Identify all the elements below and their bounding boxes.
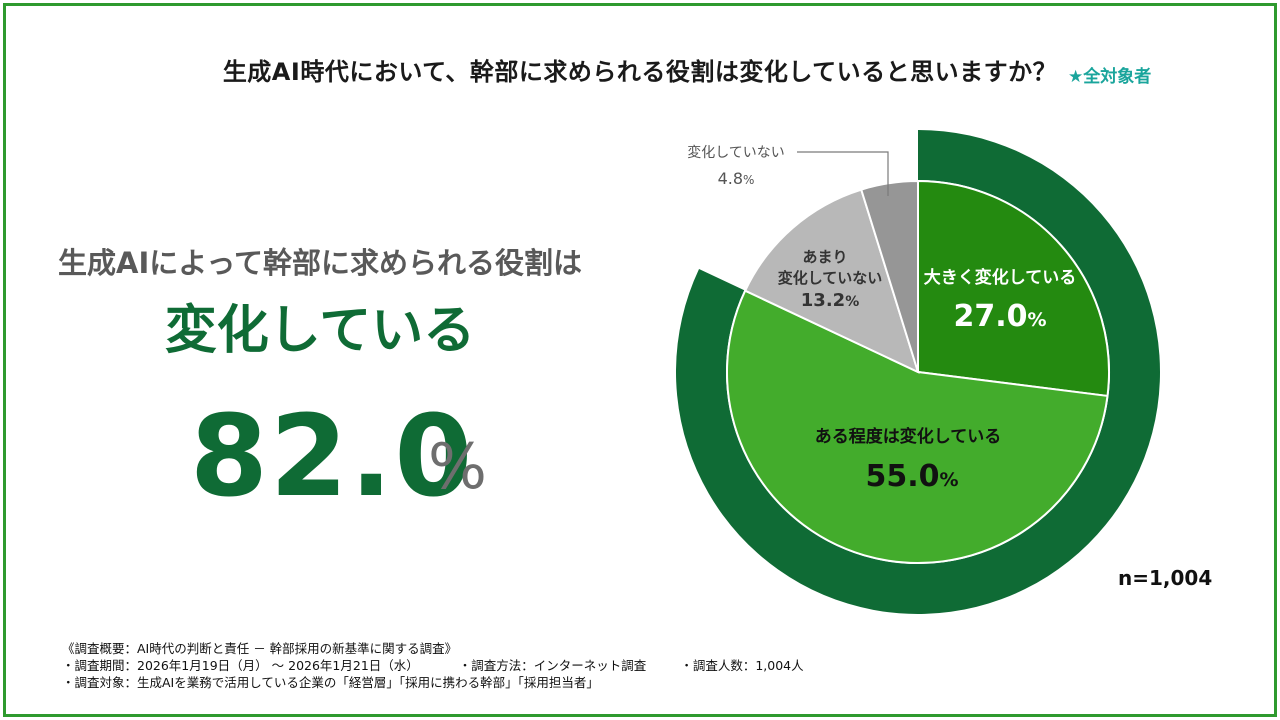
slide-frame <box>3 3 1277 717</box>
audience-note: ★全対象者 <box>1068 67 1152 87</box>
footer-count: ・調査人数：1,004人 <box>680 658 804 673</box>
leader-line-slice-4 <box>797 151 889 196</box>
chart-title: 生成AI時代において、幹部に求められる役割は変化していると思いますか？ <box>222 58 1058 86</box>
footer-period: ・調査期間：2026年1月19日（月） 〜 2026年1月21日（水） <box>62 658 419 673</box>
pie-slice-2 <box>726 289 1109 564</box>
footer-line-1: 《調査概要：AI時代の判断と責任 － 幹部採用の新基準に関する調査》 <box>62 641 458 656</box>
slice-label-2: ある程度は変化している <box>815 426 1002 447</box>
pie-slice-1 <box>917 179 1110 398</box>
footer-method: ・調査方法：インターネット調査 <box>458 658 647 673</box>
slice-value-1: 27.0% <box>953 299 1046 334</box>
slice-label-1: 大きく変化している <box>924 267 1077 288</box>
summary-headline: 変化している <box>164 301 476 361</box>
title-row: 生成AI時代において、幹部に求められる役割は変化していると思いますか？ <box>0 52 1280 87</box>
summary-value: 82.0 <box>190 392 475 522</box>
slice-label-3a: あまり <box>802 248 847 266</box>
slice-value-4: 4.8% <box>718 169 755 188</box>
summary-unit: % <box>428 430 487 503</box>
survey-footer: 《調査概要：AI時代の判断と責任 － 幹部採用の新基準に関する調査》 ・調査期間… <box>62 640 804 691</box>
footer-line-3: ・調査対象：生成AIを業務で活用している企業の「経営層」「採用に携わる幹部」「採… <box>62 675 599 690</box>
sample-size: n=1,004 <box>1118 566 1213 590</box>
slice-value-3: 13.2% <box>801 290 859 311</box>
footer-line-2: ・調査期間：2026年1月19日（月） 〜 2026年1月21日（水） ・調査方法… <box>62 657 804 674</box>
summary-lead: 生成AIによって幹部に求められる役割は <box>58 246 582 280</box>
slice-label-3b: 変化していない <box>778 269 883 287</box>
pie-slice-4 <box>860 179 919 373</box>
slice-label-4: 変化していない <box>687 144 785 161</box>
slice-value-2: 55.0% <box>865 459 958 494</box>
